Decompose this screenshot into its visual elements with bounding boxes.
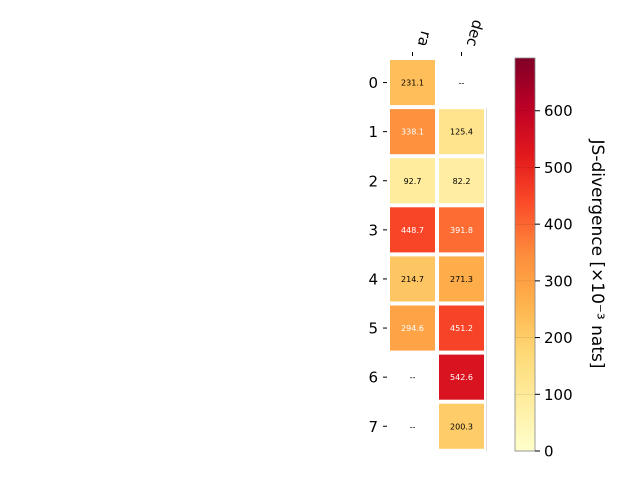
heatmap-cell [388, 205, 437, 255]
row-label: 6 [368, 369, 378, 387]
heatmap-cell [388, 156, 437, 206]
heatmap-cell [437, 254, 486, 304]
row-label: 5 [368, 320, 378, 338]
cell-label: -- [459, 79, 465, 88]
colorbar-tick-label: 600 [544, 102, 573, 120]
colorbar-tick-label: 200 [544, 329, 573, 347]
cell-label: 231.1 [401, 79, 424, 88]
cell-label: 92.7 [404, 177, 422, 186]
cell-label: 542.6 [450, 373, 473, 382]
heatmap-cell [437, 401, 486, 451]
cell-label: 391.8 [450, 226, 473, 235]
colorbar-tick-label: 0 [544, 443, 554, 461]
column-labels: ra dec [412, 18, 487, 56]
colorbar-tick-label: 100 [544, 386, 573, 404]
cell-label: 125.4 [450, 128, 473, 137]
row-label: 1 [368, 123, 378, 141]
heatmap-cells: 231.1 -- 338.1 125.4 92.7 82.2 448.7 391.8 214.7… [388, 58, 486, 451]
cell-label: 82.2 [453, 177, 471, 186]
column-label: dec [463, 18, 487, 49]
heatmap-cell [388, 58, 437, 108]
heatmap-cell [388, 107, 437, 157]
heatmap-cell [437, 303, 486, 353]
row-label: 3 [368, 221, 378, 239]
heatmap-cell [437, 352, 486, 402]
cell-label: 448.7 [401, 226, 424, 235]
colorbar-label: JS-divergence [×10⁻³ nats] [587, 139, 607, 369]
cell-label: 451.2 [450, 324, 473, 333]
colorbar: 0 100 200 300 400 500 600 JS-divergence [×10⁻³… [514, 57, 607, 461]
cell-label: 271.3 [450, 275, 473, 284]
colorbar-bar [514, 57, 536, 452]
cell-label: 338.1 [401, 128, 424, 137]
colorbar-tick-label: 400 [544, 216, 573, 234]
colorbar-tick-label: 300 [544, 272, 573, 290]
heatmap-cell [388, 303, 437, 353]
cell-label: 200.3 [450, 422, 473, 431]
row-labels: 0 1 2 3 4 5 6 7 [368, 74, 387, 436]
colorbar-ticks: 0 100 200 300 400 500 600 [515, 102, 573, 461]
cell-label: -- [410, 422, 416, 431]
colorbar-tick-label: 500 [544, 159, 573, 177]
row-label: 7 [368, 418, 378, 436]
cell-label: 214.7 [401, 275, 424, 284]
heatmap-cell [437, 107, 486, 157]
row-label: 0 [368, 74, 378, 92]
heatmap-cell [388, 254, 437, 304]
row-label: 4 [368, 270, 378, 288]
column-label: ra [414, 29, 435, 48]
row-label: 2 [368, 172, 378, 190]
cell-label: 294.6 [401, 324, 424, 333]
heatmap-cell [437, 205, 486, 255]
heatmap-cell [437, 156, 486, 206]
cell-label: -- [410, 373, 416, 382]
